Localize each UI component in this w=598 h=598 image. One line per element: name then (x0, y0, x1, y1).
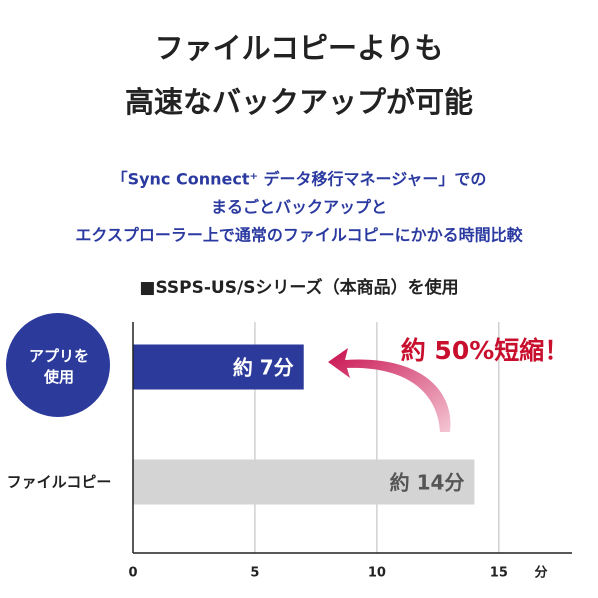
x-tick-label: 10 (368, 566, 386, 581)
subtitle-line: エクスプローラー上で通常のファイルコピーにかかる時間比較 (75, 226, 523, 245)
x-unit: 分 (534, 565, 547, 581)
category-label: アプリを 使用 (28, 347, 89, 386)
annotation: 約 50%短縮！ (401, 336, 570, 365)
arrow (328, 348, 451, 432)
x-tick-label: 5 (250, 566, 259, 581)
category-label: ファイルコピー (6, 472, 112, 491)
subtitle-line: まるごとバックアップと (211, 198, 387, 217)
value-label: 約 14分 (390, 471, 465, 495)
title-line: 高速なバックアップが可能 (125, 85, 473, 119)
value-label: 約 7分 (233, 356, 294, 380)
bar (133, 459, 475, 505)
bar (133, 344, 304, 390)
category-badge (6, 313, 110, 417)
subtitle-line: 「Sync Connect⁺ データ移行マネージャー」での (112, 170, 487, 189)
x-tick-label: 15 (490, 566, 508, 581)
chart-title: ■SSPS-US/Sシリーズ（本商品）を使用 (139, 277, 458, 298)
x-tick-label: 0 (128, 566, 137, 581)
title-line: ファイルコピーよりも (155, 31, 444, 65)
